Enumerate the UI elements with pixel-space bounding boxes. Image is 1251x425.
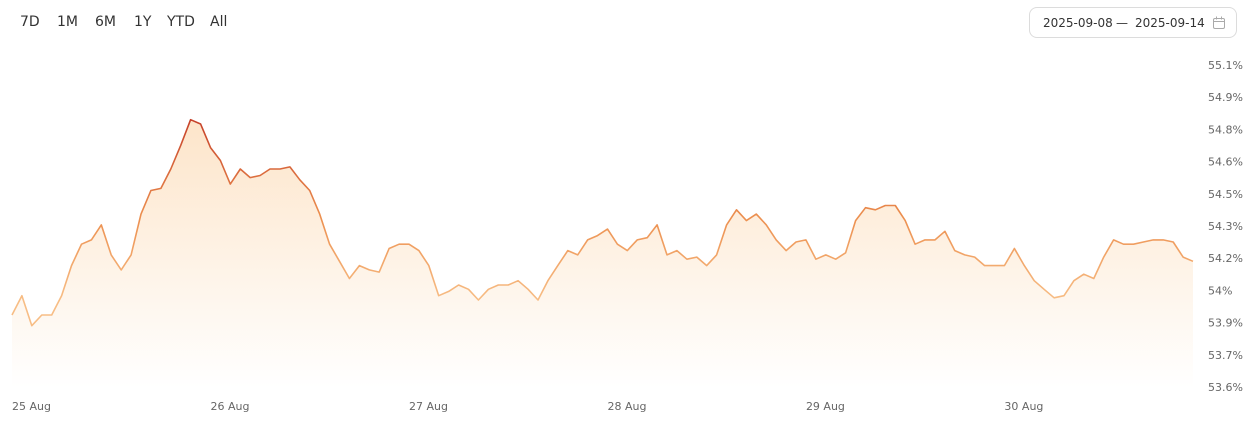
line <box>11 118 1194 327</box>
y-tick-label: 54.8% <box>1208 123 1243 136</box>
x-tick-label: 28 Aug <box>607 400 646 413</box>
y-tick-label: 54% <box>1208 284 1232 297</box>
y-tick-label: 53.7% <box>1208 349 1243 362</box>
y-tick-label: 54.9% <box>1208 91 1243 104</box>
range-button[interactable]: 6M <box>95 14 116 30</box>
range-button[interactable]: YTD <box>167 14 195 30</box>
x-tick-label: 29 Aug <box>806 400 845 413</box>
date-from[interactable]: 2025-09-08 <box>1043 16 1113 30</box>
y-tick-label: 53.6% <box>1208 381 1243 394</box>
x-tick-label: 26 Aug <box>210 400 249 413</box>
x-tick-label: 25 Aug <box>12 400 51 413</box>
x-tick-label: 27 Aug <box>409 400 448 413</box>
range-button[interactable]: 1M <box>57 14 78 30</box>
y-tick-label: 54.5% <box>1208 188 1243 201</box>
date-to[interactable]: 2025-09-14 <box>1135 16 1205 30</box>
y-tick-label: 54.2% <box>1208 252 1243 265</box>
y-tick-label: 54.3% <box>1208 220 1243 233</box>
calendar-icon <box>1213 16 1225 29</box>
y-tick-label: 55.1% <box>1208 59 1243 72</box>
area-fill <box>12 119 1193 388</box>
range-button[interactable]: 1Y <box>134 14 152 30</box>
date-separator: — <box>1116 16 1128 30</box>
date-picker[interactable]: 2025-09-08 — 2025-09-14 <box>1029 7 1237 38</box>
x-tick-label: 30 Aug <box>1004 400 1043 413</box>
y-tick-label: 54.6% <box>1208 156 1243 169</box>
range-button[interactable]: 7D <box>20 14 40 30</box>
range-button[interactable]: All <box>210 14 228 30</box>
y-tick-label: 53.9% <box>1208 317 1243 330</box>
